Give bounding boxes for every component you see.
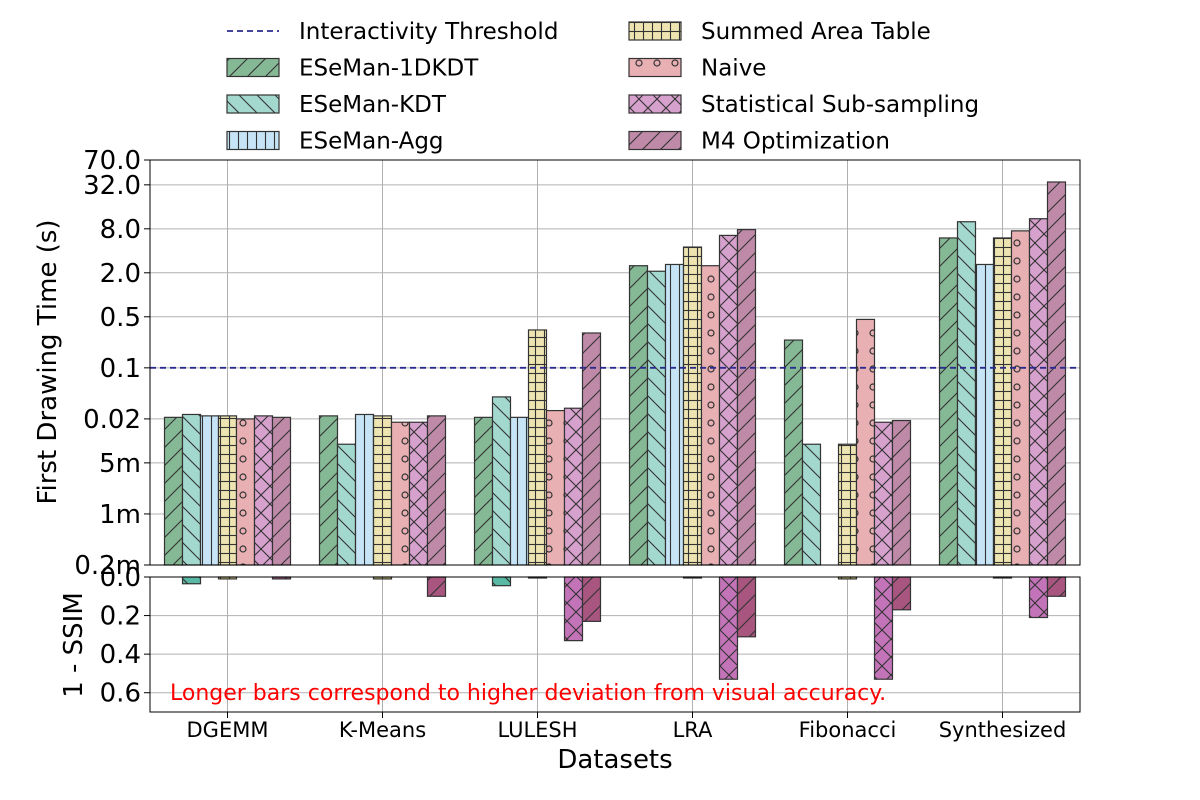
bar-time-summed-area-table-lulesh (527, 329, 548, 566)
x-tick-label-lra: LRA (673, 718, 713, 742)
bar-time-naive-lulesh (545, 409, 566, 566)
bar-time-eseman-1dkdt-synthesized (938, 237, 959, 566)
bottom-y-tick-label: 0.2 (100, 602, 141, 632)
bar-ssim-eseman-kdt-lulesh (491, 576, 512, 587)
top-y-tick-label: 5m (99, 449, 141, 479)
bar-time-eseman-kdt-synthesized (956, 221, 977, 566)
top-y-tick-label: 1m (99, 500, 141, 530)
top-panel-drawing-time: 0.2m 1m 5m 0.02 0.1 0.5 2.0 8.0 32.070.0 (74, 146, 1081, 581)
bar-time-naive-dgemm (235, 418, 256, 566)
bar-ssim-m4-optimization-lulesh (581, 576, 602, 622)
bar-time-statistical-sub-sampling-fibonacci (873, 421, 894, 566)
legend-item-summed-area-table: Summed Area Table (628, 19, 931, 45)
legend-label: Statistical Sub-sampling (701, 92, 979, 118)
legend-label: ESeMan-1DKDT (299, 56, 479, 82)
bottom-panel-ssim: 0.0 0.2 0.4 0.6 DGEMM K-Means LULESH LRA Fibonac… (100, 563, 1081, 742)
bar-ssim-m4-optimization-lra (736, 576, 757, 638)
bar-ssim-m4-optimization-synthesized (1046, 576, 1067, 597)
legend-label: M4 Optimization (701, 129, 890, 155)
chart-legend: Interactivity Threshold ESeMan-1DKDT ESeMa… (226, 19, 979, 155)
bar-time-eseman-1dkdt-lra (628, 265, 649, 566)
legend-item-interactivity-threshold: Interactivity Threshold (227, 19, 558, 45)
bar-time-statistical-sub-sampling-lulesh (563, 407, 584, 566)
bar-time-eseman-kdt-dgemm (181, 413, 202, 566)
bar-time-m4-optimization-synthesized (1046, 181, 1067, 566)
bar-time-eseman-1dkdt-dgemm (163, 416, 184, 566)
top-y-tick-label: 0.1 (100, 354, 141, 384)
bar-time-summed-area-table-k-means (372, 415, 393, 566)
top-y-tick-label: 70.0 (83, 146, 141, 176)
bottom-y-tick-label: 0.4 (100, 640, 141, 670)
bar-time-m4-optimization-k-means (426, 415, 447, 566)
legend-item-statistical-sub-sampling: Statistical Sub-sampling (628, 92, 979, 118)
legend-item-m4-optimization: M4 Optimization (628, 129, 890, 155)
legend-item-eseman-kdt: ESeMan-KDT (226, 92, 447, 118)
bottom-y-tick-label: 0.0 (100, 563, 141, 593)
bar-time-summed-area-table-synthesized (992, 237, 1013, 566)
legend-item-eseman-1dkdt: ESeMan-1DKDT (226, 56, 479, 82)
top-y-tick-label: 0.2m (74, 551, 141, 581)
bar-time-eseman-1dkdt-k-means (318, 415, 339, 566)
bar-ssim-statistical-sub-sampling-synthesized (1028, 576, 1049, 619)
top-y-tick-label: 32.0 (83, 171, 141, 201)
bar-time-eseman-agg-lra (664, 263, 685, 566)
top-y-tick-label: 0.02 (83, 405, 141, 435)
bar-ssim-m4-optimization-k-means (426, 576, 447, 597)
bottom-y-axis-label: 1 - SSIM (59, 592, 89, 698)
legend-label: ESeMan-KDT (299, 92, 447, 118)
bar-time-naive-lra (700, 265, 721, 566)
bar-time-m4-optimization-dgemm (271, 416, 292, 566)
top-y-axis-label: First Drawing Time (s) (33, 219, 63, 504)
x-tick-label-dgemm: DGEMM (187, 718, 269, 742)
top-axes-frame (149, 159, 1081, 566)
legend-label: Interactivity Threshold (299, 19, 558, 45)
bar-ssim-m4-optimization-fibonacci (891, 576, 912, 611)
bar-time-m4-optimization-lra (736, 229, 757, 566)
bar-ssim-statistical-sub-sampling-lra (718, 576, 739, 680)
x-tick-label-synthesized: Synthesized (939, 718, 1067, 742)
bar-time-naive-fibonacci (855, 318, 876, 566)
accuracy-annotation: Longer bars correspond to higher deviati… (170, 681, 886, 706)
bar-ssim-statistical-sub-sampling-lulesh (563, 576, 584, 642)
legend-item-naive: Naive (628, 56, 766, 82)
bar-ssim-statistical-sub-sampling-fibonacci (873, 576, 894, 680)
bottom-axes-frame (149, 576, 1081, 713)
legend-label: ESeMan-Agg (299, 129, 444, 155)
bar-time-eseman-agg-dgemm (199, 415, 220, 566)
bar-time-summed-area-table-dgemm (217, 415, 238, 566)
bar-time-summed-area-table-fibonacci (837, 443, 858, 566)
x-tick-label-lulesh: LULESH (497, 718, 577, 742)
top-y-tick-label: 2.0 (100, 259, 141, 289)
bar-time-eseman-kdt-fibonacci (801, 443, 822, 566)
x-tick-label-fibonacci: Fibonacci (799, 718, 897, 742)
bar-time-eseman-agg-k-means (354, 413, 375, 566)
bar-time-statistical-sub-sampling-lra (718, 234, 739, 566)
bar-time-statistical-sub-sampling-dgemm (253, 415, 274, 566)
bar-time-statistical-sub-sampling-synthesized (1028, 218, 1049, 566)
bar-time-naive-synthesized (1010, 230, 1031, 566)
bar-time-eseman-agg-lulesh (509, 416, 530, 566)
legend-item-eseman-agg: ESeMan-Agg (226, 129, 444, 155)
bar-time-eseman-1dkdt-lulesh (473, 416, 494, 566)
legend-label: Naive (701, 56, 766, 82)
legend-label: Summed Area Table (701, 19, 931, 45)
bar-time-statistical-sub-sampling-k-means (408, 421, 429, 566)
bar-time-eseman-agg-synthesized (974, 263, 995, 566)
bar-time-eseman-1dkdt-fibonacci (783, 339, 804, 566)
bar-time-summed-area-table-lra (682, 246, 703, 566)
top-y-tick-label: 0.5 (100, 303, 141, 333)
bar-time-eseman-kdt-lra (646, 270, 667, 566)
bottom-y-tick-label: 0.6 (100, 679, 141, 709)
bar-time-m4-optimization-fibonacci (891, 419, 912, 566)
bar-ssim-eseman-kdt-dgemm (181, 576, 202, 585)
x-axis-label: Datasets (557, 745, 672, 775)
bar-time-eseman-kdt-lulesh (491, 396, 512, 566)
bar-time-naive-k-means (390, 421, 411, 566)
x-tick-label-k-means: K-Means (339, 718, 426, 742)
top-y-tick-label: 8.0 (100, 215, 141, 245)
bar-time-eseman-kdt-k-means (336, 443, 357, 566)
